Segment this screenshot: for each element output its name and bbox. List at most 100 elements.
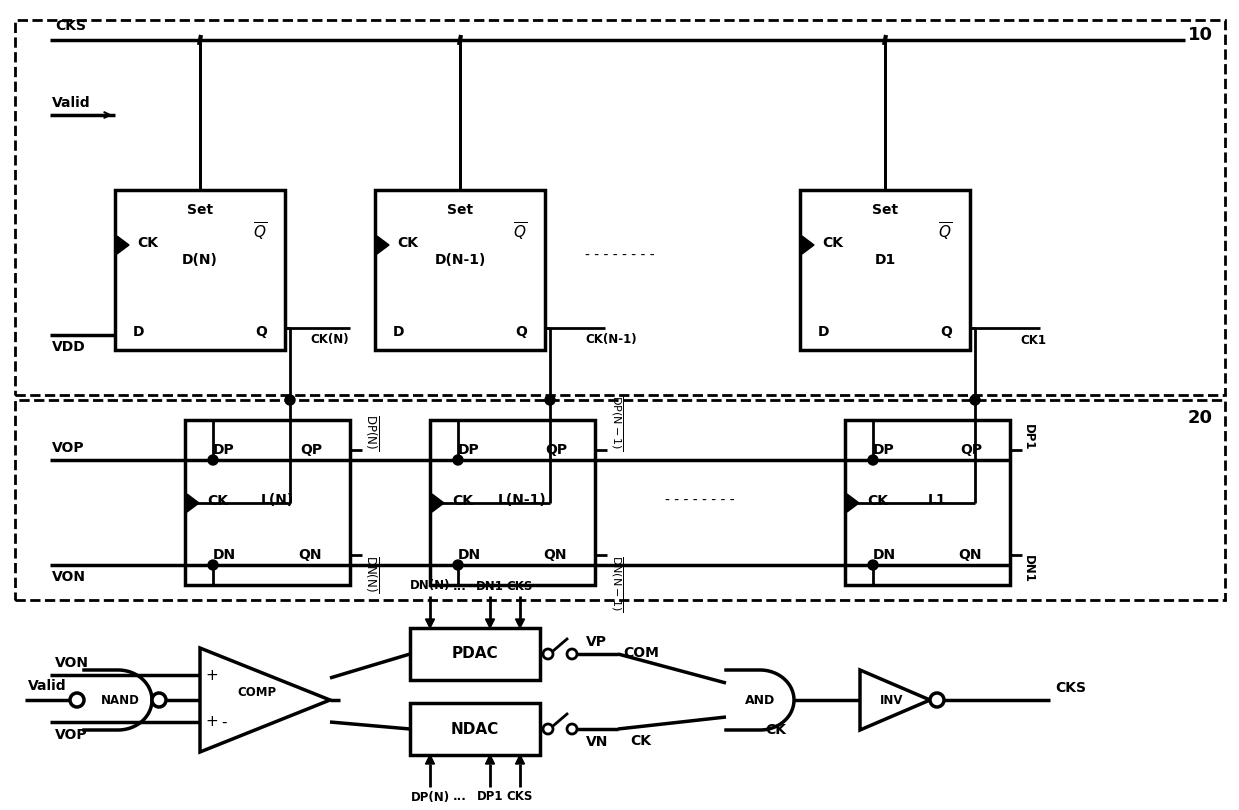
Text: DN: DN (458, 548, 481, 562)
Circle shape (567, 724, 577, 734)
Text: Q: Q (940, 325, 952, 339)
Circle shape (869, 560, 878, 570)
Bar (845, 420, 1010, 585)
Polygon shape (515, 619, 524, 628)
Text: DN: DN (873, 548, 896, 562)
Text: QP: QP (960, 443, 983, 457)
Text: L(N): L(N) (261, 493, 294, 508)
Text: DP1: DP1 (477, 791, 503, 804)
Polygon shape (486, 755, 494, 764)
Text: $\overline{\mathrm{DP(N-1)}}$: $\overline{\mathrm{DP(N-1)}}$ (610, 395, 624, 450)
Text: VON: VON (52, 570, 85, 584)
Text: ...: ... (453, 791, 467, 804)
Circle shape (543, 649, 553, 659)
Circle shape (69, 693, 84, 707)
Text: VOP: VOP (52, 441, 84, 455)
Text: QN: QN (544, 548, 567, 562)
Bar (375, 190, 545, 350)
Text: $\overline{\mathrm{DP(N)}}$: $\overline{\mathrm{DP(N)}}$ (363, 414, 380, 450)
Text: CK: CK (867, 494, 888, 508)
Text: Set: Set (187, 203, 213, 217)
Bar (410, 703, 540, 755)
Polygon shape (187, 494, 199, 512)
Text: CKS: CKS (507, 579, 533, 592)
Bar (800, 190, 970, 350)
Text: CK: CK (821, 236, 843, 250)
Text: D: D (818, 325, 829, 339)
Polygon shape (860, 670, 930, 730)
Text: ...: ... (453, 579, 467, 592)
Text: -: - (222, 714, 227, 730)
Circle shape (285, 395, 295, 405)
Circle shape (453, 455, 463, 465)
Text: D: D (133, 325, 145, 339)
Bar (430, 420, 595, 585)
Text: $\overline{\mathrm{DN(N-1)}}$: $\overline{\mathrm{DN(N-1)}}$ (610, 555, 624, 612)
Text: Set: Set (872, 203, 898, 217)
Polygon shape (116, 236, 129, 254)
Polygon shape (486, 619, 494, 628)
Circle shape (970, 395, 980, 405)
Text: L(N-1): L(N-1) (498, 493, 546, 508)
Text: DN1: DN1 (476, 579, 504, 592)
Bar (185, 420, 349, 585)
Text: DP: DP (213, 443, 234, 457)
Text: - - - - - - - -: - - - - - - - - (665, 493, 735, 507)
Polygon shape (425, 619, 435, 628)
Text: DP(N): DP(N) (410, 791, 450, 804)
Circle shape (208, 455, 218, 465)
Text: CK: CK (629, 734, 650, 748)
Bar (410, 628, 540, 680)
Text: QP: QP (300, 443, 322, 457)
Circle shape (545, 395, 555, 405)
Text: Q: Q (515, 325, 527, 339)
Text: AND: AND (745, 693, 776, 706)
Polygon shape (199, 648, 330, 752)
Text: Valid: Valid (52, 96, 90, 110)
Text: Q: Q (255, 325, 266, 339)
Circle shape (567, 649, 577, 659)
Circle shape (152, 693, 166, 707)
Text: CK1: CK1 (1020, 334, 1046, 347)
Text: CK: CK (207, 494, 228, 508)
Text: 20: 20 (1187, 409, 1213, 427)
Text: QN: QN (299, 548, 322, 562)
Text: NDAC: NDAC (451, 722, 499, 736)
Polygon shape (84, 670, 152, 730)
Text: CKS: CKS (507, 791, 533, 804)
Text: Set: Set (447, 203, 473, 217)
Text: PDAC: PDAC (452, 646, 498, 662)
Polygon shape (726, 670, 794, 730)
Text: NAND: NAND (100, 693, 140, 706)
Text: CK: CK (138, 236, 159, 250)
Polygon shape (847, 494, 859, 512)
Text: +: + (206, 667, 218, 683)
Text: $\overline{\mathrm{DN(N)}}$: $\overline{\mathrm{DN(N)}}$ (363, 555, 380, 593)
Circle shape (869, 455, 878, 465)
Text: $\overline{Q}$: $\overline{Q}$ (513, 221, 527, 243)
Text: DN1: DN1 (1021, 555, 1035, 583)
Text: +: + (206, 714, 218, 730)
Text: DP: DP (458, 443, 479, 457)
Polygon shape (425, 755, 435, 764)
Text: DP1: DP1 (1021, 424, 1035, 450)
Text: CK: CK (452, 494, 473, 508)
Bar (15, 400, 1225, 600)
Text: VOP: VOP (55, 728, 88, 742)
Text: VDD: VDD (52, 340, 85, 354)
Text: D(N-1): D(N-1) (435, 253, 486, 267)
Text: D: D (393, 325, 404, 339)
Text: DN: DN (213, 548, 237, 562)
Text: COMP: COMP (238, 685, 276, 698)
Text: CKS: CKS (55, 19, 85, 33)
Text: CK(N-1): CK(N-1) (585, 334, 637, 347)
Text: CKS: CKS (1054, 681, 1087, 695)
Circle shape (543, 724, 553, 734)
Bar (115, 190, 285, 350)
Polygon shape (515, 755, 524, 764)
Text: QN: QN (959, 548, 983, 562)
Text: D(N): D(N) (182, 253, 218, 267)
Text: INV: INV (880, 693, 903, 706)
Text: L1: L1 (928, 493, 947, 508)
Text: - - - - - - - -: - - - - - - - - (585, 248, 655, 262)
